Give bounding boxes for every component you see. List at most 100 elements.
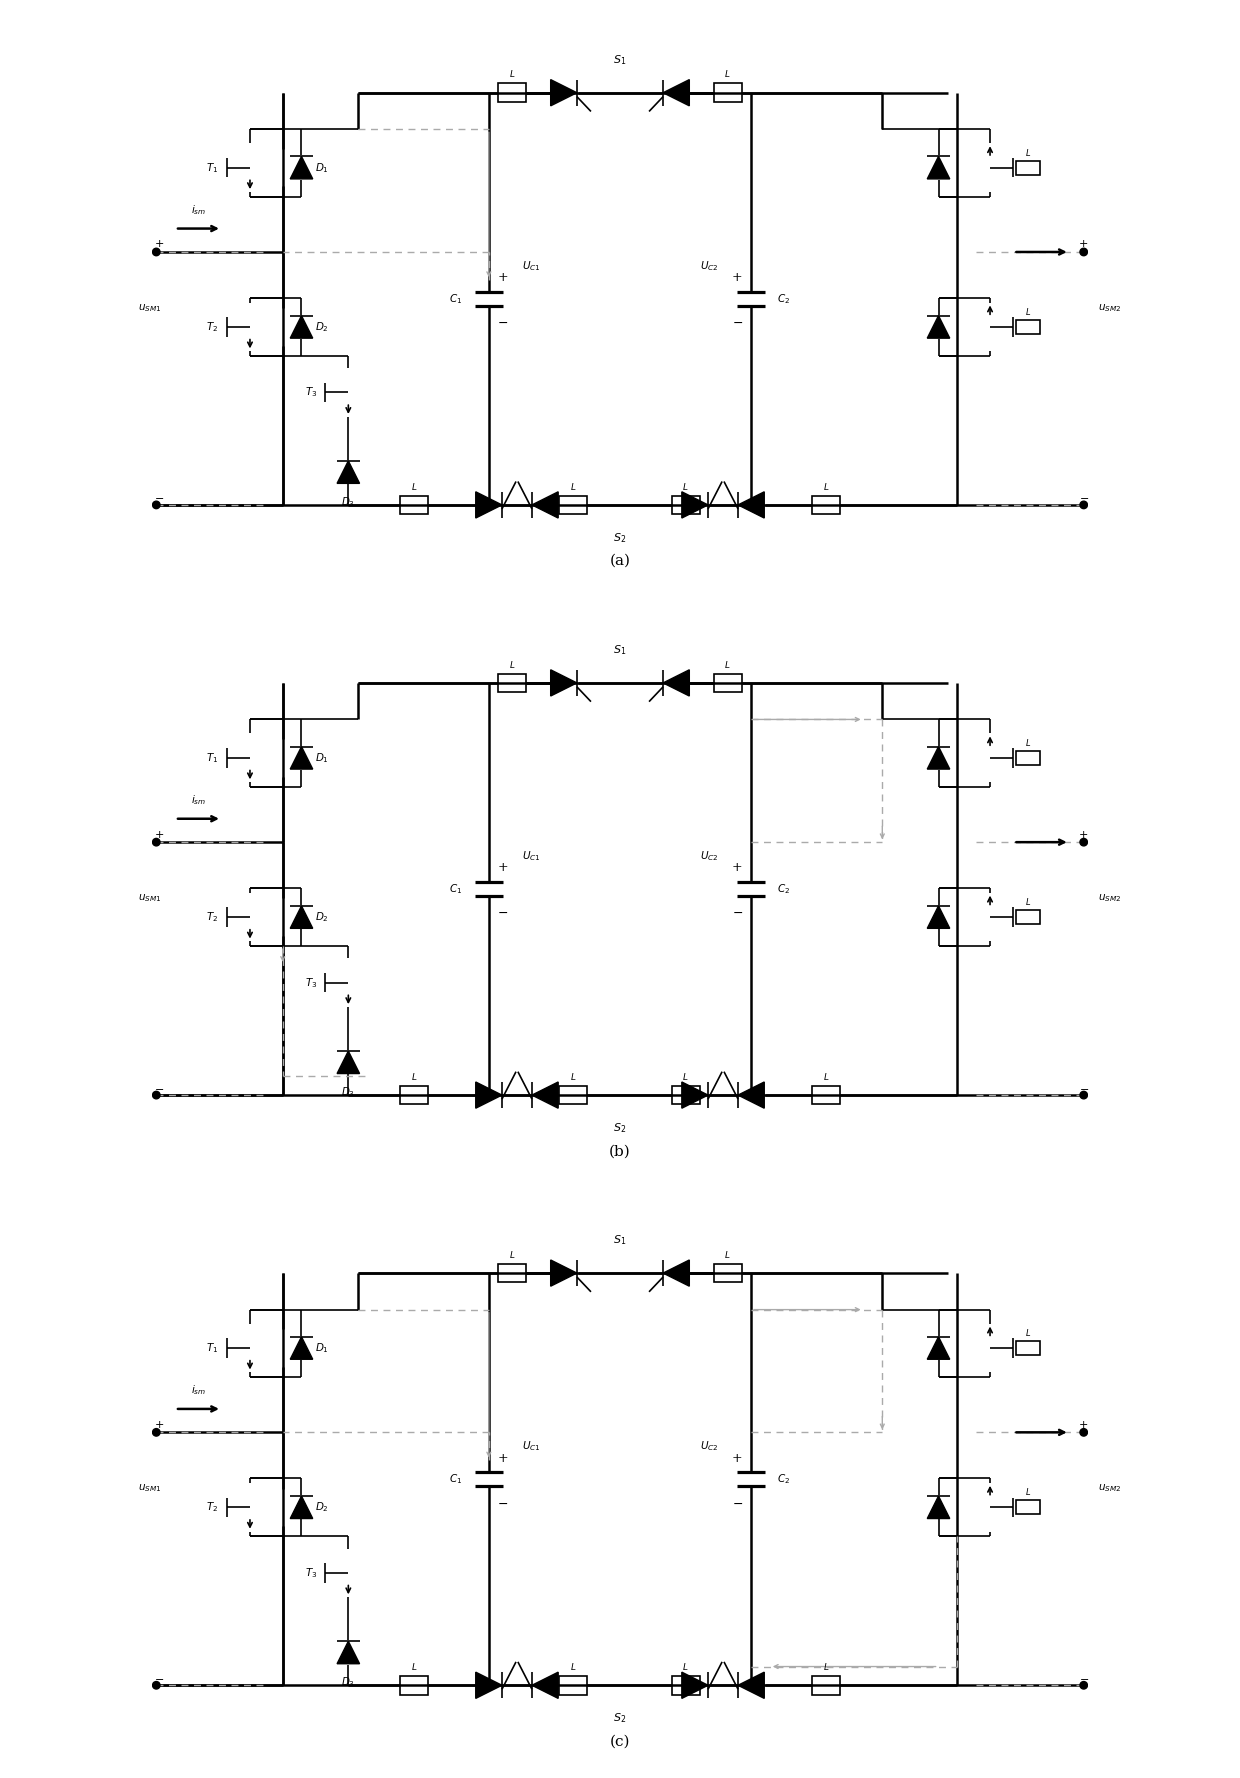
- Text: $i_{sm}$: $i_{sm}$: [191, 793, 206, 807]
- Text: $-$: $-$: [154, 1083, 164, 1093]
- Text: $-$: $-$: [732, 907, 743, 919]
- Text: +: +: [155, 240, 164, 249]
- Text: $D_3$: $D_3$: [341, 496, 356, 509]
- Text: $-$: $-$: [497, 316, 508, 329]
- Text: +: +: [732, 272, 743, 284]
- Bar: [1017, 750, 1039, 765]
- Text: $L$: $L$: [823, 480, 830, 493]
- Text: $S_2$: $S_2$: [614, 1710, 626, 1725]
- Circle shape: [153, 249, 160, 256]
- Text: $L$: $L$: [1025, 148, 1030, 158]
- Bar: [1017, 160, 1039, 174]
- Text: +: +: [732, 861, 743, 875]
- Polygon shape: [532, 493, 558, 517]
- Text: $C_1$: $C_1$: [449, 292, 463, 306]
- Text: $-$: $-$: [497, 907, 508, 919]
- Polygon shape: [738, 1083, 764, 1108]
- Text: $C_2$: $C_2$: [777, 1472, 790, 1486]
- Text: $S_2$: $S_2$: [614, 1120, 626, 1134]
- Polygon shape: [928, 156, 950, 180]
- Text: $-$: $-$: [154, 493, 164, 503]
- Polygon shape: [551, 670, 577, 695]
- Text: $U_{C1}$: $U_{C1}$: [522, 1440, 541, 1453]
- Text: $U_{C2}$: $U_{C2}$: [699, 1440, 718, 1453]
- Text: (c): (c): [610, 1735, 630, 1748]
- Polygon shape: [476, 1083, 502, 1108]
- Text: $-$: $-$: [154, 1673, 164, 1682]
- Polygon shape: [290, 905, 312, 928]
- Text: $u_{SM1}$: $u_{SM1}$: [138, 302, 161, 315]
- Text: $-$: $-$: [732, 316, 743, 329]
- Text: $L$: $L$: [1025, 896, 1030, 907]
- Text: $L$: $L$: [823, 1070, 830, 1081]
- Bar: [559, 1677, 588, 1694]
- Text: $L$: $L$: [1025, 1486, 1030, 1497]
- Text: $L$: $L$: [823, 1661, 830, 1671]
- Bar: [1017, 320, 1039, 334]
- Circle shape: [1080, 1682, 1087, 1689]
- Polygon shape: [928, 1337, 950, 1358]
- Text: $D_2$: $D_2$: [315, 320, 329, 334]
- Text: (b): (b): [609, 1145, 631, 1157]
- Text: +: +: [732, 1451, 743, 1465]
- Text: $D_3$: $D_3$: [341, 1085, 356, 1099]
- Bar: [399, 1677, 428, 1694]
- Text: $D_1$: $D_1$: [315, 1341, 329, 1355]
- Text: $L$: $L$: [682, 1070, 688, 1081]
- Polygon shape: [532, 1083, 558, 1108]
- Text: $D_2$: $D_2$: [315, 1501, 329, 1515]
- Text: $L$: $L$: [724, 658, 730, 670]
- Bar: [1017, 910, 1039, 925]
- Polygon shape: [476, 1671, 502, 1698]
- Text: $C_1$: $C_1$: [449, 882, 463, 896]
- Polygon shape: [928, 316, 950, 338]
- Text: +: +: [497, 272, 508, 284]
- Text: $U_{C2}$: $U_{C2}$: [699, 850, 718, 862]
- Polygon shape: [738, 493, 764, 517]
- Bar: [714, 674, 742, 692]
- Text: $L$: $L$: [510, 658, 516, 670]
- Circle shape: [1080, 501, 1087, 509]
- Text: $T_3$: $T_3$: [305, 976, 317, 990]
- Bar: [559, 1086, 588, 1104]
- Polygon shape: [290, 1337, 312, 1358]
- Polygon shape: [337, 1641, 360, 1664]
- Text: $L$: $L$: [724, 1248, 730, 1261]
- Circle shape: [1080, 839, 1087, 846]
- Polygon shape: [551, 1261, 577, 1285]
- Circle shape: [1080, 1092, 1087, 1099]
- Text: $-$: $-$: [1079, 1083, 1089, 1093]
- Polygon shape: [682, 493, 708, 517]
- Text: $i_{sm}$: $i_{sm}$: [191, 1383, 206, 1398]
- Text: $S_1$: $S_1$: [614, 53, 626, 68]
- Text: +: +: [1079, 830, 1089, 839]
- Text: $-$: $-$: [497, 1497, 508, 1510]
- Bar: [812, 1677, 841, 1694]
- Text: $U_{C2}$: $U_{C2}$: [699, 260, 718, 274]
- Text: +: +: [497, 1451, 508, 1465]
- Bar: [399, 1086, 428, 1104]
- Text: $L$: $L$: [510, 1248, 516, 1261]
- Text: $T_3$: $T_3$: [305, 386, 317, 400]
- Text: $u_{SM2}$: $u_{SM2}$: [1097, 1483, 1121, 1495]
- Bar: [399, 496, 428, 514]
- Bar: [672, 1086, 699, 1104]
- Text: $L$: $L$: [682, 1661, 688, 1671]
- Polygon shape: [337, 1051, 360, 1074]
- Text: $T_1$: $T_1$: [206, 750, 218, 765]
- Text: +: +: [1079, 240, 1089, 249]
- Circle shape: [153, 501, 160, 509]
- Text: $T_2$: $T_2$: [206, 1501, 218, 1515]
- Text: $T_3$: $T_3$: [305, 1566, 317, 1581]
- Text: $u_{SM1}$: $u_{SM1}$: [138, 1483, 161, 1495]
- Text: $T_2$: $T_2$: [206, 320, 218, 334]
- Text: $-$: $-$: [732, 1497, 743, 1510]
- Text: $-$: $-$: [1079, 493, 1089, 503]
- Polygon shape: [928, 905, 950, 928]
- Polygon shape: [682, 1083, 708, 1108]
- Bar: [714, 84, 742, 101]
- Bar: [812, 1086, 841, 1104]
- Text: $S_1$: $S_1$: [614, 644, 626, 658]
- Text: $L$: $L$: [682, 480, 688, 493]
- Bar: [672, 1677, 699, 1694]
